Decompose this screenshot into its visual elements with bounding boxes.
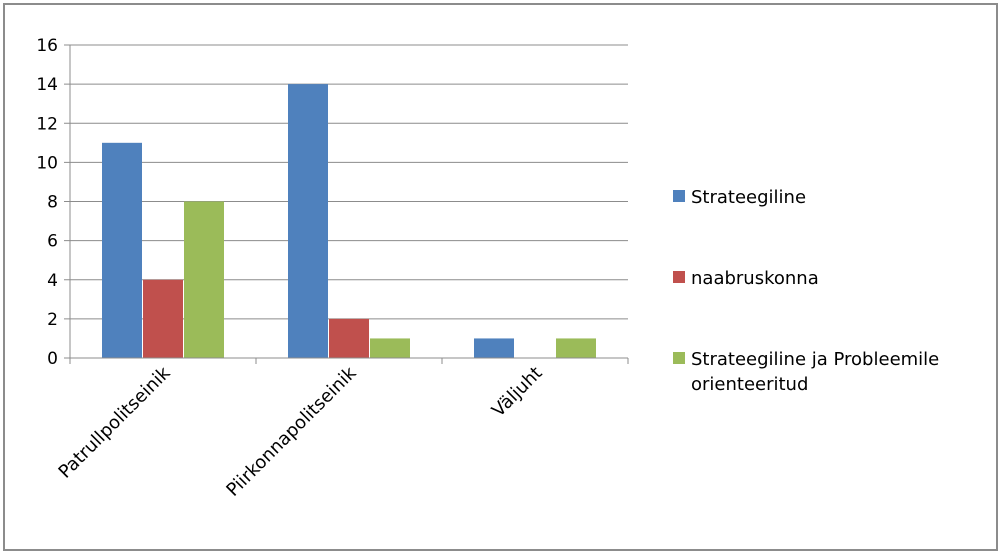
x-tick-label: Piirkonnapolitseinik: [222, 362, 360, 500]
legend-swatch: [673, 271, 685, 283]
y-tick-label: 4: [47, 271, 58, 291]
bar-0-1: [288, 84, 328, 358]
bar-0-2: [474, 338, 514, 358]
y-tick-label: 16: [36, 36, 58, 56]
axes: [64, 44, 629, 364]
x-tick-labels: Patrullpolitseinik Piirkonnapolitseinik Vä…: [55, 362, 547, 500]
x-tick-label: Patrullpolitseinik: [55, 362, 175, 482]
y-tick-label: 12: [36, 114, 58, 134]
bar-2-0: [184, 201, 224, 358]
legend-label: Strateegiline: [691, 187, 806, 208]
y-tick-label: 14: [36, 75, 58, 95]
y-tick-label: 0: [47, 349, 58, 369]
y-tick-label: 6: [47, 232, 58, 252]
y-tick-label: 10: [36, 153, 58, 173]
y-tick-labels: 0 2 4 6 8 10 12 14 16: [36, 36, 58, 369]
legend-label: Strateegiline ja Probleemile: [691, 349, 939, 370]
legend-swatch: [673, 190, 685, 202]
legend-label: naabruskonna: [691, 268, 819, 289]
bar-0-0: [102, 142, 142, 358]
bar-1-1: [329, 318, 369, 358]
chart-frame: [3, 3, 998, 551]
gridlines: [70, 44, 628, 320]
y-tick-label: 8: [47, 193, 58, 213]
y-tick-label: 2: [47, 310, 58, 330]
bars: [102, 84, 596, 358]
bar-1-0: [143, 279, 183, 358]
legend-label: orienteeritud: [691, 374, 808, 395]
bar-2-2: [556, 338, 596, 358]
legend-swatch: [673, 352, 685, 364]
x-tick-label: Väljuht: [488, 363, 547, 422]
legend: Strateegiline naabruskonna Strateegiline j…: [673, 187, 939, 395]
bar-2-1: [370, 338, 410, 358]
